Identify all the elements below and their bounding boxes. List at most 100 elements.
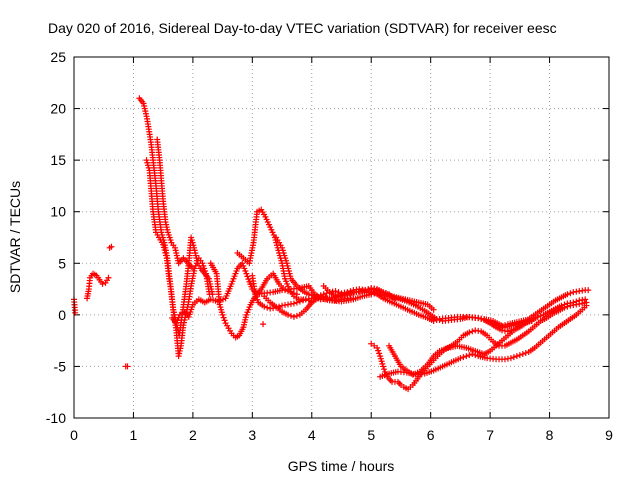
data-point — [504, 328, 511, 335]
data-point — [72, 309, 79, 316]
data-point — [350, 295, 357, 302]
data-point — [516, 352, 523, 359]
data-point — [380, 363, 387, 370]
data-point — [293, 312, 300, 319]
data-point — [430, 306, 437, 313]
x-tick-label: 4 — [308, 427, 316, 443]
data-point — [124, 363, 131, 370]
data-point — [252, 291, 259, 298]
data-point — [585, 287, 592, 294]
data-point — [160, 241, 167, 248]
data-point — [163, 252, 170, 259]
data-point — [260, 321, 267, 328]
data-point — [174, 317, 181, 324]
x-tick-label: 6 — [427, 427, 435, 443]
data-point — [99, 280, 106, 287]
data-point — [381, 366, 388, 373]
data-point — [287, 312, 294, 319]
data-point — [245, 276, 252, 283]
data-point — [513, 353, 520, 360]
data-point — [264, 304, 271, 311]
data-point — [244, 273, 251, 280]
data-point — [537, 312, 544, 319]
x-tick-label: 7 — [486, 427, 494, 443]
data-point — [374, 344, 381, 351]
data-point — [175, 314, 182, 321]
data-point — [582, 296, 589, 303]
y-tick-label: -10 — [46, 410, 66, 426]
y-axis-label: SDTVAR / TECUs — [7, 181, 23, 293]
x-tick-label: 0 — [70, 427, 78, 443]
plot-frame — [73, 56, 610, 419]
data-point — [332, 288, 339, 295]
data-point — [561, 301, 568, 308]
data-point — [469, 328, 476, 335]
data-point — [375, 347, 382, 354]
data-point — [160, 244, 167, 251]
data-point — [522, 350, 529, 357]
y-tick-label: -5 — [54, 358, 67, 374]
data-point — [253, 293, 260, 300]
data-point — [570, 299, 577, 306]
data-point — [243, 270, 250, 277]
data-point — [564, 291, 571, 298]
data-point — [558, 302, 565, 309]
data-point — [254, 296, 261, 303]
data-point — [469, 351, 476, 358]
data-point — [290, 300, 297, 307]
data-point — [463, 353, 470, 360]
data-point — [296, 298, 303, 305]
data-point — [209, 291, 216, 298]
data-point — [308, 292, 315, 299]
data-point — [221, 317, 228, 324]
data-point — [220, 314, 227, 321]
data-point — [466, 329, 473, 336]
data-point — [460, 354, 467, 361]
data-point — [510, 354, 517, 361]
data-point — [290, 313, 297, 320]
data-point — [282, 287, 289, 294]
x-axis-label: GPS time / hours — [288, 458, 395, 474]
x-tick-label: 2 — [189, 427, 197, 443]
axis-ticks — [73, 56, 610, 419]
y-tick-label: 0 — [58, 307, 66, 323]
data-point — [430, 318, 437, 325]
data-point — [162, 249, 169, 256]
data-point — [433, 317, 440, 324]
x-tick-label: 3 — [248, 427, 256, 443]
data-point — [261, 303, 268, 310]
y-tick-label: 15 — [50, 152, 66, 168]
data-point — [108, 243, 115, 250]
data-point — [573, 298, 580, 305]
data-point — [583, 302, 590, 309]
data-point — [507, 327, 514, 334]
x-tick-label: 5 — [367, 427, 375, 443]
x-tick-label: 1 — [130, 427, 138, 443]
data-point — [105, 274, 112, 281]
data-point — [299, 297, 306, 304]
y-tick-labels: -10 -5 0 5 10 15 20 25 — [46, 49, 66, 426]
y-tick-label: 5 — [58, 255, 66, 271]
data-point — [219, 311, 226, 318]
y-tick-label: 25 — [50, 49, 66, 65]
x-tick-label: 9 — [605, 427, 613, 443]
grid-lines — [74, 57, 609, 418]
data-point — [507, 355, 514, 362]
data-point — [567, 290, 574, 297]
data-point — [293, 299, 300, 306]
data-points — [71, 95, 592, 393]
data-point — [466, 352, 473, 359]
x-tick-labels: 0 1 2 3 4 5 6 7 8 9 — [70, 427, 613, 443]
y-tick-label: 20 — [50, 101, 66, 117]
data-point — [173, 320, 180, 327]
x-tick-label: 8 — [546, 427, 554, 443]
data-point — [161, 247, 168, 254]
y-tick-label: 10 — [50, 204, 66, 220]
data-point — [376, 350, 383, 357]
chart-title: Day 020 of 2016, Sidereal Day-to-day VTE… — [48, 20, 557, 36]
data-point — [189, 265, 196, 272]
data-point — [285, 311, 291, 318]
data-point — [519, 351, 526, 358]
data-point — [305, 291, 312, 298]
